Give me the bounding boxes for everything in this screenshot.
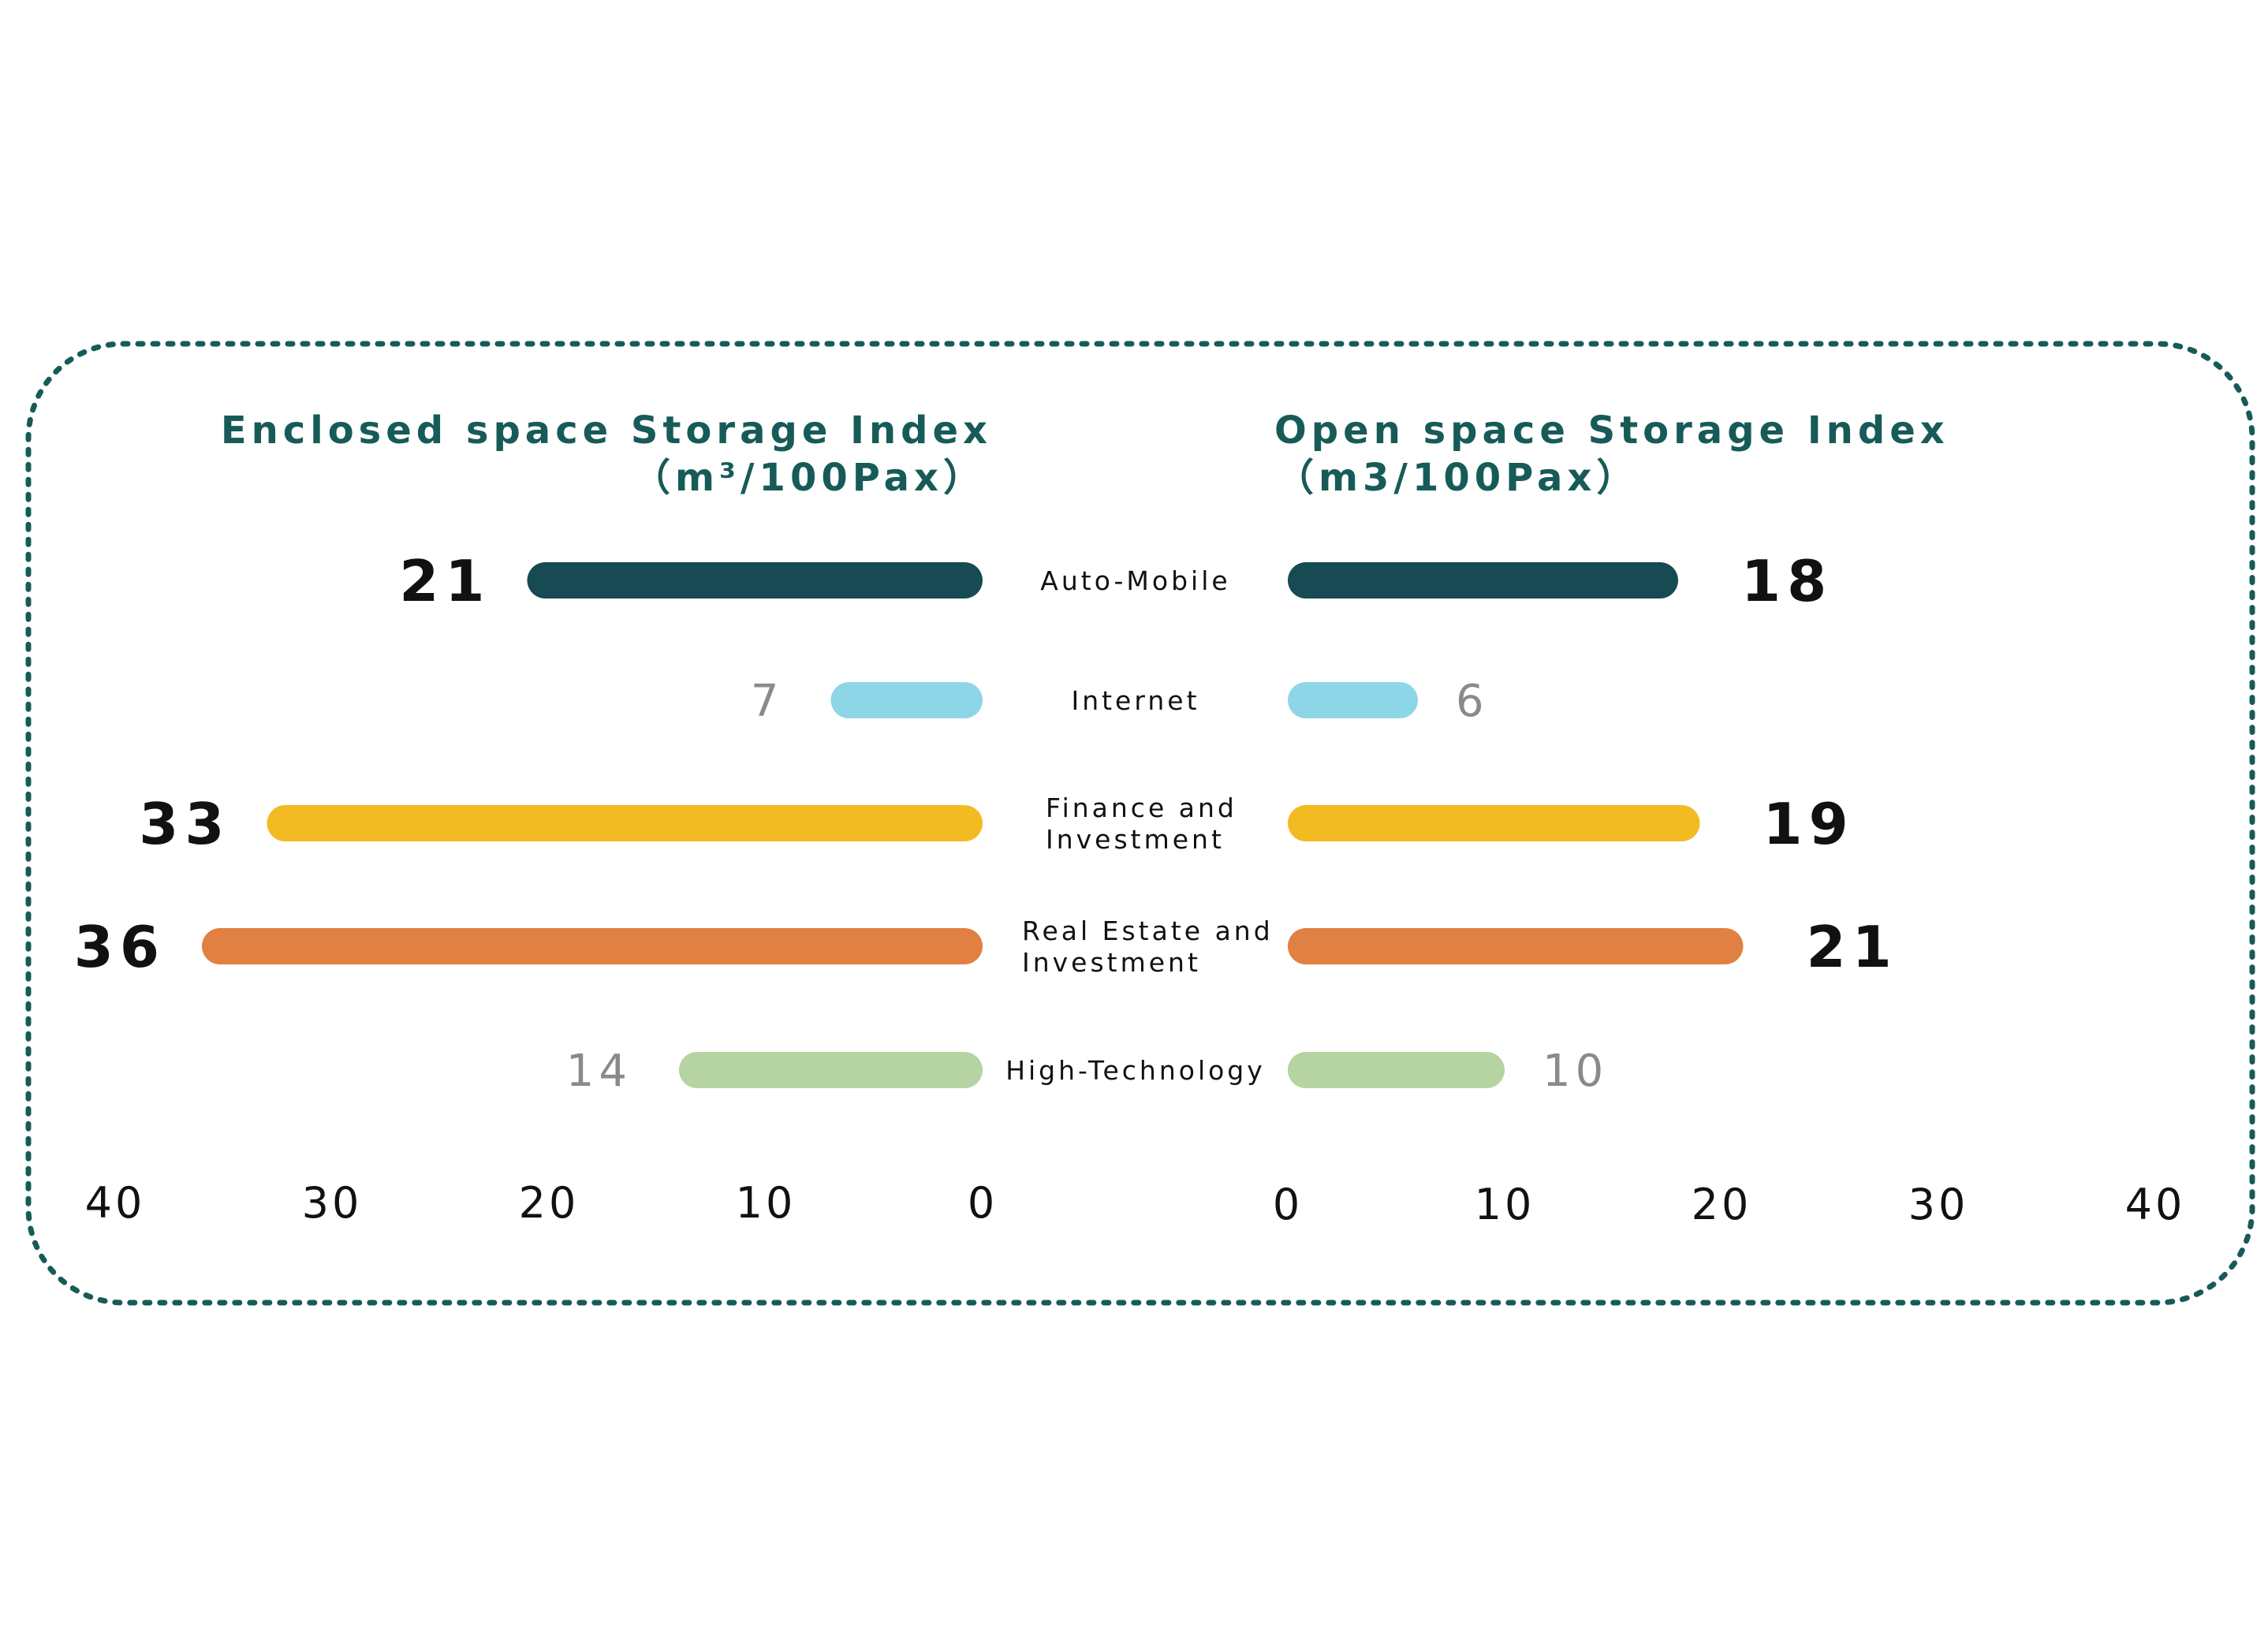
right-axis-tick: 30 bbox=[1908, 1180, 1969, 1229]
right-axis-tick: 10 bbox=[1475, 1180, 1535, 1229]
right-value-label: 19 bbox=[1763, 791, 1855, 857]
right-panel-title: Open space Storage Index bbox=[1274, 408, 1949, 453]
left-bar bbox=[679, 1052, 983, 1088]
category-label: High-Technology bbox=[1005, 1055, 1266, 1086]
axis-ticks: 40 30 20 10 0 0 10 20 30 40 bbox=[85, 1178, 2186, 1229]
bars-layer bbox=[202, 562, 1744, 1088]
left-axis-tick: 40 bbox=[85, 1178, 146, 1228]
right-bar bbox=[1288, 1052, 1505, 1088]
left-axis-tick: 10 bbox=[736, 1178, 796, 1228]
right-panel-unit: （m3/100Pax） bbox=[1276, 456, 1639, 500]
category-label: Finance and Investment bbox=[1046, 792, 1237, 855]
right-value-label: 21 bbox=[1807, 914, 1898, 980]
category-labels: Auto-Mobile Internet Finance and Investment… bbox=[1005, 565, 1274, 1086]
category-label: Auto-Mobile bbox=[1040, 565, 1230, 596]
right-bar bbox=[1288, 562, 1678, 599]
left-value-label: 7 bbox=[751, 676, 784, 727]
left-bar bbox=[830, 682, 983, 718]
left-value-label: 36 bbox=[74, 914, 166, 980]
right-value-label: 6 bbox=[1456, 676, 1489, 727]
left-value-label: 21 bbox=[399, 548, 491, 614]
right-axis-tick: 0 bbox=[1273, 1180, 1303, 1229]
left-panel-title: Enclosed space Storage Index bbox=[221, 408, 992, 453]
left-bar bbox=[267, 805, 983, 841]
right-axis-tick: 20 bbox=[1692, 1180, 1752, 1229]
right-axis-tick: 40 bbox=[2125, 1180, 2186, 1229]
left-bar bbox=[202, 928, 983, 964]
chart-frame bbox=[25, 341, 2255, 1306]
left-value-label: 33 bbox=[139, 791, 230, 857]
right-bar bbox=[1288, 805, 1700, 841]
category-label: Internet bbox=[1071, 685, 1199, 716]
left-axis-tick: 30 bbox=[302, 1178, 363, 1228]
right-bar bbox=[1288, 928, 1744, 964]
left-bar bbox=[527, 562, 983, 599]
left-axis-tick: 20 bbox=[519, 1178, 580, 1228]
left-axis-tick: 0 bbox=[968, 1178, 998, 1228]
left-value-label: 14 bbox=[566, 1046, 632, 1097]
left-panel-unit: （m³/100Pax） bbox=[632, 456, 986, 500]
right-value-label: 10 bbox=[1542, 1046, 1608, 1097]
right-value-label: 18 bbox=[1741, 548, 1833, 614]
right-bar bbox=[1288, 682, 1418, 718]
value-labels: 21 18 7 6 33 19 36 21 14 10 bbox=[74, 548, 1898, 1097]
category-label: Real Estate and Investment bbox=[1022, 915, 1274, 978]
